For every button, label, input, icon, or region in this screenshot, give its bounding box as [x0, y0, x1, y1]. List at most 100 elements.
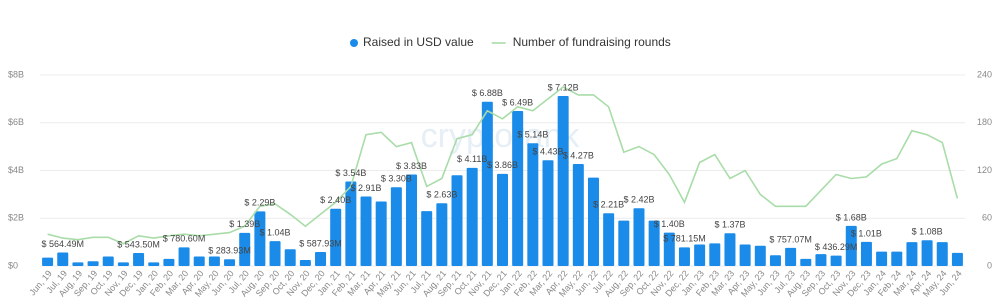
- value-label: $ 1.08B: [912, 227, 943, 237]
- value-label: $ 283.93M: [208, 246, 251, 256]
- bar: [603, 213, 615, 266]
- value-label: $ 1.40B: [654, 219, 685, 229]
- value-label: $ 1.04B: [260, 228, 291, 238]
- bar: [678, 247, 690, 266]
- value-label: $ 4.27B: [563, 150, 594, 160]
- bar: [951, 252, 963, 266]
- value-label: $ 3.86B: [487, 160, 518, 170]
- bar: [406, 174, 418, 266]
- bar: [663, 232, 675, 266]
- bar: [694, 244, 706, 266]
- bar: [102, 256, 114, 266]
- y-tick-label: $2B: [8, 213, 24, 223]
- bar: [345, 181, 357, 266]
- y-tick-label: $0: [8, 260, 18, 270]
- bar: [572, 164, 584, 266]
- value-label: $ 436.29M: [815, 242, 858, 252]
- value-label: $ 3.83B: [396, 161, 427, 171]
- bar: [254, 211, 266, 266]
- bar: [87, 261, 99, 266]
- bar: [117, 262, 129, 266]
- y2-tick-label: 60: [982, 213, 992, 223]
- bar: [936, 242, 948, 266]
- value-label: $ 1.68B: [836, 212, 867, 222]
- value-label: $ 2.21B: [593, 200, 624, 210]
- bar: [163, 258, 175, 266]
- bar: [42, 257, 54, 266]
- bar: [860, 241, 872, 266]
- bar: [239, 232, 251, 266]
- value-label: $ 3.30B: [381, 174, 412, 184]
- bar: [512, 111, 524, 267]
- bar: [436, 203, 448, 266]
- bar: [815, 254, 827, 266]
- bar: [906, 242, 918, 266]
- bar: [800, 258, 812, 266]
- bar: [360, 196, 372, 266]
- bar: [133, 253, 145, 266]
- bar: [769, 255, 781, 266]
- value-label: $ 7.12B: [548, 82, 579, 92]
- bar: [481, 101, 493, 267]
- value-label: $ 543.50M: [117, 239, 160, 249]
- value-label: $ 2.63B: [426, 190, 457, 200]
- value-label: $ 6.49B: [502, 97, 533, 107]
- value-label: $ 4.11B: [457, 154, 487, 164]
- bar: [648, 220, 660, 266]
- bar: [709, 243, 721, 266]
- bar: [57, 252, 69, 266]
- y-tick-label: $4B: [8, 165, 24, 175]
- bar: [178, 247, 190, 266]
- value-label: $ 781.15M: [663, 234, 706, 244]
- bar: [633, 208, 645, 266]
- bar: [876, 251, 888, 266]
- bar: [299, 260, 311, 266]
- bar: [497, 173, 508, 266]
- bar: [891, 251, 903, 266]
- bar: [208, 256, 220, 266]
- bar: [724, 233, 736, 266]
- bar: [224, 259, 236, 266]
- bar: [421, 211, 433, 266]
- bar: [618, 220, 630, 266]
- line: [47, 85, 959, 245]
- bar: [193, 256, 205, 266]
- value-label: $ 1.37B: [714, 220, 745, 230]
- value-label: $ 2.40B: [320, 195, 351, 205]
- y2-tick-label: 0: [987, 260, 992, 270]
- value-label: $ 3.54B: [335, 168, 366, 178]
- value-label: $ 5.14B: [517, 130, 548, 140]
- bar: [845, 225, 857, 266]
- bar: [451, 175, 463, 266]
- bar: [921, 240, 933, 266]
- value-label: $ 2.42B: [623, 195, 654, 205]
- value-label: $ 2.29B: [244, 198, 275, 208]
- value-label: $ 2.91B: [351, 183, 382, 193]
- bar: [330, 208, 342, 266]
- value-label: $ 6.88B: [472, 88, 503, 98]
- y-tick-label: $8B: [8, 69, 24, 79]
- bar: [830, 255, 842, 266]
- bar: [587, 177, 599, 266]
- value-label: $ 4.43B: [532, 147, 563, 157]
- legend-label: Number of fundraising rounds: [513, 35, 671, 49]
- bar: [527, 143, 539, 266]
- bar: [557, 96, 569, 266]
- bar: [148, 262, 160, 266]
- y2-tick-label: 240: [977, 69, 992, 79]
- legend-label: Raised in USD value: [363, 35, 474, 49]
- y-tick-label: $6B: [8, 117, 24, 127]
- legend-marker: [350, 39, 358, 47]
- watermark: cryptorank: [421, 117, 581, 155]
- bar: [284, 249, 296, 266]
- bar: [390, 187, 402, 266]
- bar: [466, 167, 478, 266]
- value-label: $ 587.93M: [299, 238, 342, 248]
- bar: [542, 160, 554, 266]
- bar: [315, 251, 327, 266]
- value-label: $ 780.60M: [163, 234, 206, 244]
- y2-tick-label: 180: [977, 117, 992, 127]
- bar: [739, 244, 751, 266]
- bar: [72, 262, 84, 266]
